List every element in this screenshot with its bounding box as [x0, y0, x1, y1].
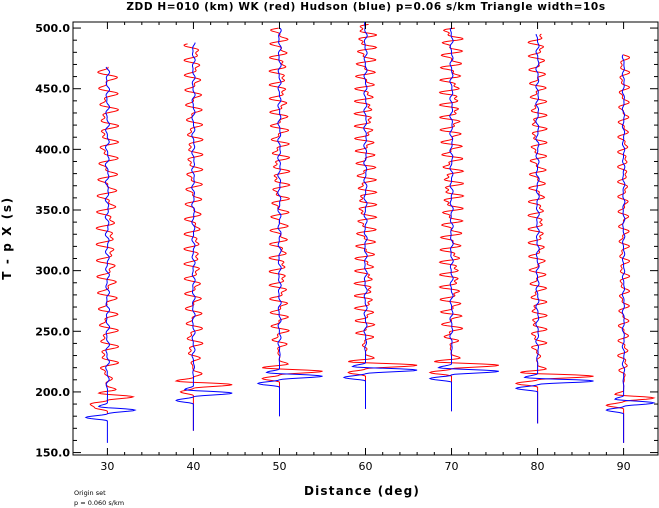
trace-hudson-80	[514, 34, 594, 424]
x-tick-label: 70	[445, 460, 459, 473]
footnote-ray-parameter: p = 0.060 s/km	[74, 499, 124, 507]
trace-wk-30	[89, 66, 135, 414]
footnote-origin: Origin set	[74, 489, 106, 497]
trace-hudson-60	[342, 21, 418, 409]
y-tick-label: 350.0	[35, 204, 70, 217]
trace-hudson-30	[84, 66, 137, 443]
x-tick-label: 60	[359, 460, 373, 473]
trace-wk-40	[174, 43, 233, 431]
x-tick-label: 50	[272, 460, 286, 473]
y-tick-label: 200.0	[35, 386, 70, 399]
x-tick-label: 30	[100, 460, 114, 473]
trace-hudson-70	[428, 27, 499, 412]
traces-layer	[84, 21, 656, 443]
y-tick-label: 150.0	[35, 447, 70, 460]
x-tick-label: 80	[531, 460, 545, 473]
x-tick-label: 90	[617, 460, 631, 473]
x-tick-label: 40	[186, 460, 200, 473]
x-axis-label: Distance (deg)	[304, 484, 420, 498]
y-tick-label: 300.0	[35, 265, 70, 278]
trace-hudson-90	[605, 54, 656, 443]
chart-title: ZDD H=010 (km) WK (red) Hudson (blue) p=…	[126, 1, 605, 13]
y-tick-label: 250.0	[35, 325, 70, 338]
axis-ticks: 30 40 50 60 70 80 90 150.0 200.0 250.0 300.0 350.0 4…	[35, 22, 658, 473]
trace-wk-70	[428, 27, 499, 412]
y-tick-label: 450.0	[35, 83, 70, 96]
trace-hudson-50	[256, 27, 323, 417]
trace-hudson-40	[175, 42, 233, 431]
y-axis-label: T - p X (s)	[0, 196, 14, 279]
trace-wk-80	[514, 33, 594, 424]
trace-wk-60	[347, 23, 418, 409]
y-tick-label: 400.0	[35, 143, 70, 156]
trace-wk-90	[605, 54, 656, 443]
y-tick-label: 500.0	[35, 22, 70, 35]
